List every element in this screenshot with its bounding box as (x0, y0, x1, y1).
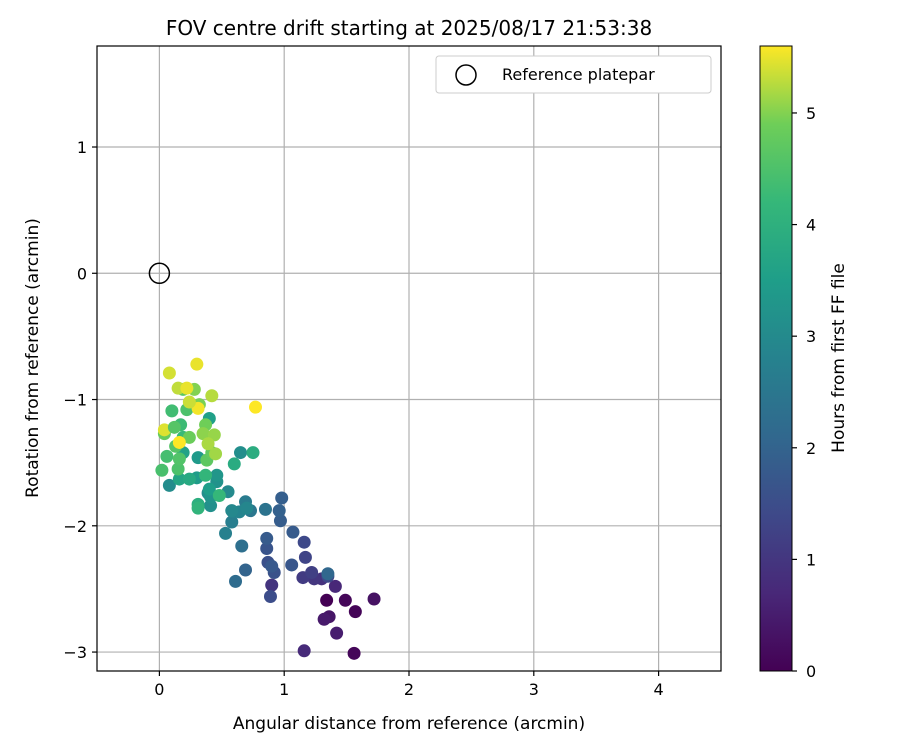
data-point (157, 423, 171, 437)
data-point (171, 462, 185, 476)
y-tick-label: −1 (63, 391, 87, 410)
y-tick-label: −2 (63, 517, 87, 536)
chart-title: FOV centre drift starting at 2025/08/17 … (166, 16, 652, 40)
data-point (286, 525, 300, 539)
data-point (227, 457, 241, 471)
colorbar-tick-label: 0 (806, 662, 816, 681)
colorbar-gradient (759, 45, 793, 672)
colorbar-tick-label: 4 (806, 216, 816, 235)
data-point (338, 593, 352, 607)
data-point (258, 502, 272, 516)
data-point (165, 404, 179, 418)
data-point (234, 446, 248, 460)
data-point (260, 542, 274, 556)
axis-ticks: 0 1 2 3 4 1 0 −1 −2 −3 (63, 138, 663, 699)
data-point (210, 468, 224, 482)
colorbar-tick-label: 2 (806, 439, 816, 458)
data-point (182, 430, 196, 444)
colorbar-tick-label: 3 (806, 327, 816, 346)
data-point (172, 435, 186, 449)
data-point (172, 452, 186, 466)
legend-box (435, 55, 712, 94)
y-tick-label: 1 (77, 138, 87, 157)
x-tick-label: 1 (279, 680, 289, 699)
data-point (239, 563, 253, 577)
x-tick-label: 2 (404, 680, 414, 699)
legend: Reference platepar (435, 55, 712, 94)
data-point (162, 478, 176, 492)
data-point (275, 491, 289, 505)
x-tick-label: 0 (154, 680, 164, 699)
colorbar-tick-label: 5 (806, 104, 816, 123)
legend-reference-marker (455, 64, 477, 86)
data-point (297, 535, 311, 549)
data-point (182, 395, 196, 409)
y-tick-label: 0 (77, 264, 87, 283)
data-point (167, 420, 181, 434)
data-point (235, 539, 249, 553)
y-axis-label: Rotation from reference (arcmin) (23, 218, 43, 498)
data-points (155, 357, 381, 660)
data-point (182, 472, 196, 486)
data-point (248, 400, 262, 414)
colorbar-tick-label: 1 (806, 550, 816, 569)
data-point (272, 504, 286, 518)
data-point (265, 559, 279, 573)
plot-frame (96, 45, 722, 672)
data-point (202, 482, 216, 496)
data-point (205, 389, 219, 403)
data-point (348, 605, 362, 619)
data-point (212, 488, 226, 502)
data-point (191, 501, 205, 515)
data-point (273, 514, 287, 528)
data-point (196, 427, 210, 441)
data-point (317, 612, 331, 626)
data-point (297, 644, 311, 658)
data-point (180, 381, 194, 395)
data-point (320, 593, 334, 607)
data-point (285, 558, 299, 572)
data-point (229, 574, 243, 588)
data-point (162, 366, 176, 380)
data-point (209, 447, 223, 461)
x-axis-label: Angular distance from reference (arcmin) (233, 714, 585, 734)
data-point (160, 449, 174, 463)
y-tick-label: −3 (63, 643, 87, 662)
x-tick-label: 4 (654, 680, 664, 699)
x-tick-label: 3 (529, 680, 539, 699)
data-point (330, 626, 344, 640)
colorbar-label: Hours from first FF file (829, 263, 849, 453)
data-point (347, 646, 361, 660)
reference-marker (148, 262, 171, 285)
data-point (298, 550, 312, 564)
data-point (219, 526, 233, 540)
data-point (263, 590, 277, 604)
grid (97, 46, 721, 671)
data-point (155, 463, 169, 477)
data-point (225, 504, 239, 518)
data-point (367, 592, 381, 606)
data-point (328, 579, 342, 593)
data-point (305, 566, 319, 580)
legend-label: Reference platepar (502, 65, 655, 84)
data-point (199, 468, 213, 482)
colorbar: 0 1 2 3 4 5 Hours from first FF file (759, 45, 849, 681)
colorbar-ticks: 0 1 2 3 4 5 (792, 104, 816, 681)
data-point (225, 515, 239, 529)
data-point (246, 446, 260, 460)
data-point (265, 578, 279, 592)
data-point (201, 437, 215, 451)
data-point (172, 472, 186, 486)
data-point (240, 501, 254, 515)
data-point (190, 357, 204, 371)
data-point (321, 567, 335, 581)
data-point (260, 531, 274, 545)
